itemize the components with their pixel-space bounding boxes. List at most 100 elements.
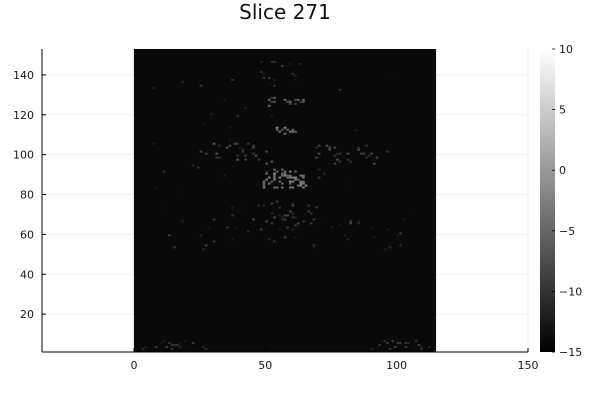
heatmap-cell: [215, 156, 219, 159]
heatmap-cell: [273, 78, 276, 81]
heatmap-cell: [373, 162, 376, 165]
heatmap-cell: [275, 126, 279, 129]
heatmap-cell: [336, 158, 339, 161]
heatmap-cell: [323, 172, 326, 175]
heatmap-cell: [281, 186, 284, 189]
heatmap-cell: [386, 150, 389, 153]
heatmap-cell: [270, 160, 274, 163]
heatmap-cell: [286, 174, 289, 177]
heatmap-cell: [294, 74, 297, 77]
heatmap-cell: [273, 216, 276, 219]
heatmap-cell: [302, 98, 305, 101]
heatmap-cell: [273, 176, 276, 179]
y-tick-label: 100: [13, 149, 34, 162]
heatmap-cell: [212, 240, 216, 243]
heatmap-cell: [275, 200, 279, 203]
heatmap-cell: [328, 146, 331, 149]
heatmap-cell: [349, 220, 352, 223]
heatmap-cell: [309, 222, 313, 225]
heatmap-cell: [288, 176, 292, 179]
axes: 0 50 100 150 20 40 60 80 100 120 140: [13, 49, 539, 372]
heatmap-cell: [317, 144, 321, 147]
heatmap-cell: [273, 186, 276, 189]
heatmap-cell: [315, 156, 318, 159]
heatmap-cell: [386, 228, 389, 231]
heatmap-cell: [231, 238, 234, 241]
heatmap-cell: [281, 172, 284, 175]
heatmap-cell: [312, 246, 316, 249]
heatmap-cell: [283, 132, 287, 135]
heatmap-cell: [168, 342, 171, 345]
heatmap-cell: [288, 180, 292, 183]
heatmap-cell: [338, 152, 342, 155]
colorbar-tick-label: −10: [559, 285, 582, 298]
heatmap-cell: [288, 170, 292, 173]
heatmap-cell: [407, 342, 410, 345]
heatmap-cell: [288, 174, 292, 177]
heatmap-cell: [270, 202, 274, 205]
heatmap-cell: [270, 60, 274, 63]
heatmap-cell: [236, 142, 240, 145]
heatmap-cell: [233, 142, 237, 145]
heatmap-cell: [394, 346, 397, 349]
heatmap-cell: [299, 62, 303, 65]
heatmap-cell: [388, 246, 392, 249]
y-tick-label: 120: [13, 109, 34, 122]
heatmap-cell: [160, 342, 163, 345]
heatmap-cell: [278, 130, 282, 133]
heatmap-cell: [204, 244, 208, 247]
heatmap-cell: [233, 226, 237, 229]
heatmap-cell: [299, 184, 303, 187]
heatmap-cell: [152, 86, 155, 89]
heatmap-cell: [288, 182, 292, 185]
heatmap-cell: [346, 158, 350, 161]
heatmap-cell: [291, 202, 295, 205]
heatmap-cell: [262, 184, 266, 187]
heatmap-cell: [304, 184, 308, 187]
heatmap-cell: [267, 82, 271, 85]
heatmap-cell: [275, 128, 279, 131]
heatmap-cell: [278, 206, 282, 209]
heatmap-cell: [357, 148, 360, 151]
heatmap-cell: [154, 186, 158, 189]
heatmap-cell: [236, 154, 240, 157]
heatmap-cell: [267, 238, 271, 241]
heatmap-cell: [265, 170, 268, 173]
heatmap-cell: [262, 182, 266, 185]
heatmap-cell: [365, 144, 368, 147]
heatmap-cell: [241, 150, 245, 153]
heatmap-cell: [162, 170, 166, 173]
heatmap-cell: [346, 182, 350, 185]
heatmap-cell: [312, 244, 316, 247]
heatmap-cell: [273, 96, 276, 99]
heatmap-cell: [383, 248, 387, 251]
heatmap-cell: [168, 234, 171, 237]
colorbar-tick-label: 10: [559, 43, 573, 56]
heatmap-cell: [286, 128, 289, 131]
heatmap-cell: [354, 128, 358, 131]
chart-title: Slice 271: [239, 0, 331, 24]
heatmap-cell: [404, 346, 408, 349]
heatmap-cell: [415, 340, 418, 343]
heatmap-cell: [265, 178, 268, 181]
heatmap-cell: [291, 128, 295, 131]
heatmap-cell: [283, 126, 287, 129]
heatmap-cell: [338, 160, 342, 163]
heatmap-cell: [281, 182, 284, 185]
heatmap-cell: [260, 228, 263, 231]
heatmap-cell: [252, 218, 255, 221]
heatmap-cell: [141, 348, 145, 351]
heatmap-cell: [291, 180, 295, 183]
heatmap-cell: [278, 228, 282, 231]
heatmap-cell: [317, 168, 321, 171]
heatmap-cell: [165, 346, 169, 349]
heatmap-cell: [420, 346, 423, 349]
heatmap-cell: [265, 150, 268, 153]
heatmap-cell: [199, 150, 203, 153]
heatmap-cell: [178, 342, 182, 345]
x-tick-label: 100: [386, 359, 407, 372]
heatmap-cell: [254, 154, 258, 157]
heatmap-cell: [359, 152, 363, 155]
heatmap-cell: [294, 176, 297, 179]
